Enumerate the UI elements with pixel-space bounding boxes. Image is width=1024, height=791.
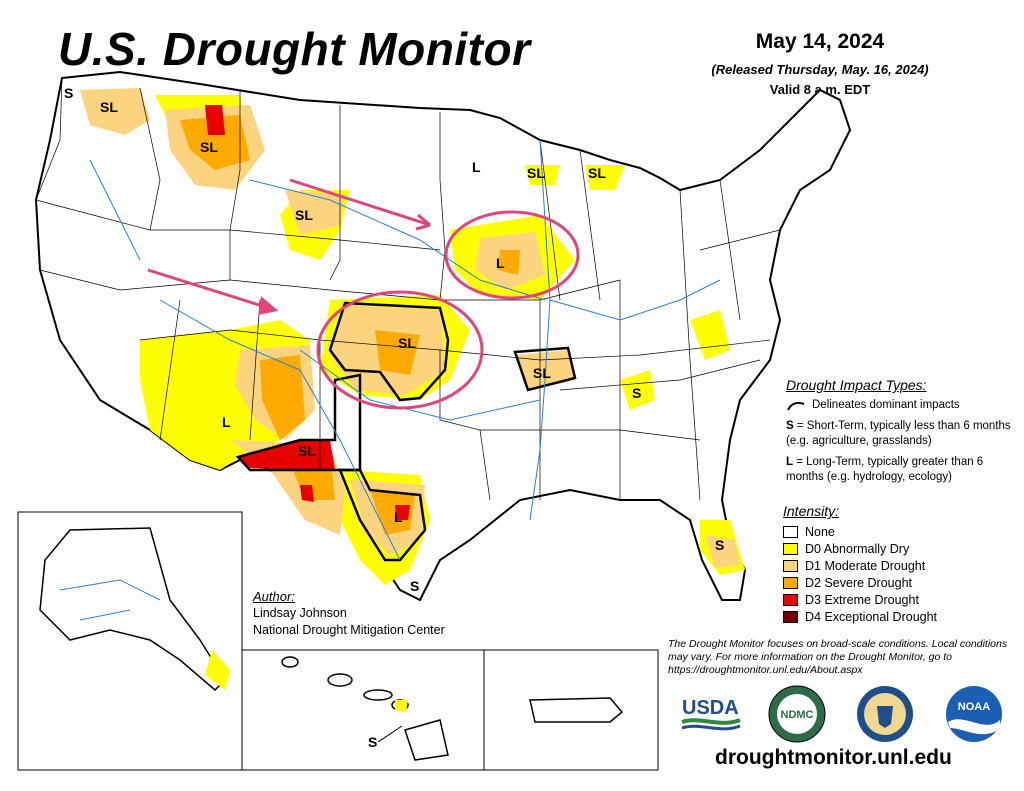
d3-areas <box>205 105 410 520</box>
map-label: L <box>496 255 505 271</box>
intensity-legend-item: D4 Exceptional Drought <box>783 608 1013 625</box>
intensity-swatch <box>783 576 798 589</box>
intensity-label: D4 Exceptional Drought <box>805 609 938 624</box>
map-title: U.S. Drought Monitor <box>58 23 531 75</box>
author-name: Lindsay Johnson <box>253 606 347 620</box>
map-label: S <box>715 537 724 553</box>
hawaii-d0 <box>395 700 408 712</box>
state-boundaries <box>35 77 781 501</box>
usda-logo-text: USDA <box>682 697 739 719</box>
ndmc-logo-text: NDMC <box>781 709 814 721</box>
intensity-legend-heading: Intensity: <box>783 503 840 519</box>
puerto-rico-outline <box>529 697 624 723</box>
map-label: L <box>394 509 403 525</box>
highlight-ellipse-north <box>444 210 580 300</box>
release-date: (Released Thursday, May. 16, 2024) <box>711 62 929 77</box>
short-term-text: = Short-Term, typically less than 6 mont… <box>786 420 1011 447</box>
disclaimer-note: The Drought Monitor focuses on broad-sca… <box>668 638 1008 676</box>
map-label: S <box>632 385 641 401</box>
map-labels: S SL SL SL L SL SL L SL SL L SL L S S S … <box>64 85 724 750</box>
impact-delineates-text: Delineates dominant impacts <box>812 399 960 411</box>
intensity-legend-item: None <box>783 523 1013 540</box>
website-url[interactable]: droughtmonitor.unl.edu <box>715 746 952 769</box>
map-label: SL <box>295 207 313 223</box>
author-org: National Drought Mitigation Center <box>253 623 445 637</box>
map-label: S <box>368 734 377 750</box>
alaska-rivers <box>59 579 161 621</box>
impact-legend-heading: Drought Impact Types: <box>786 377 927 393</box>
map-label: SL <box>533 365 551 381</box>
intensity-legend-item: D3 Extreme Drought <box>783 591 1013 608</box>
intensity-swatch <box>783 525 798 538</box>
intensity-rows: None D0 Abnormally Dry D1 Moderate Drought… <box>783 523 1013 625</box>
commerce-seal-logo[interactable] <box>855 684 915 744</box>
intensity-swatch <box>783 559 798 572</box>
map-label: SL <box>398 335 416 351</box>
map-label: SL <box>588 165 606 181</box>
intensity-label: None <box>805 524 835 539</box>
intensity-label: D1 Moderate Drought <box>805 558 926 573</box>
alaska-d0 <box>205 650 230 690</box>
intensity-swatch <box>783 542 798 555</box>
long-term-key: L <box>786 456 794 468</box>
alaska-outline <box>39 527 226 692</box>
map-label: L <box>472 159 481 175</box>
intensity-legend-item: D1 Moderate Drought <box>783 557 1013 574</box>
hawaii-islands <box>281 656 449 761</box>
map-label: SL <box>200 139 218 155</box>
map-label: SL <box>527 165 545 181</box>
highlight-ellipse-south <box>316 290 484 410</box>
short-term-key: S <box>786 420 794 432</box>
d2-areas <box>180 115 520 535</box>
ndmc-logo[interactable]: NDMC <box>767 684 827 744</box>
impact-legend: Drought Impact Types: Delineates dominan… <box>786 378 1016 491</box>
hawaii-label-leader <box>377 725 403 743</box>
noaa-logo[interactable]: NOAA <box>944 684 1004 744</box>
map-label: S <box>64 85 73 101</box>
rivers <box>89 139 721 561</box>
intensity-swatch <box>783 610 798 623</box>
map-label: SL <box>100 99 118 115</box>
intensity-legend: Intensity: None D0 Abnormally Dry D1 Moder… <box>783 503 1013 625</box>
intensity-label: D3 Extreme Drought <box>805 592 919 607</box>
long-term-text: = Long-Term, typically greater than 6 mo… <box>786 456 984 483</box>
author-heading: Author: <box>253 589 295 604</box>
annotation-arrow-south <box>147 268 276 312</box>
impact-boundaries <box>235 301 577 562</box>
map-date: May 14, 2024 <box>755 30 885 53</box>
map-label: S <box>410 578 419 594</box>
intensity-label: D0 Abnormally Dry <box>805 541 910 556</box>
annotation-arrow-north <box>289 178 431 227</box>
usda-logo[interactable]: USDA <box>680 690 742 734</box>
map-label: L <box>222 414 231 430</box>
author-block: Author: Lindsay Johnson National Drought… <box>253 588 445 639</box>
noaa-logo-text: NOAA <box>958 701 990 713</box>
intensity-legend-item: D0 Abnormally Dry <box>783 540 1013 557</box>
intensity-legend-item: D2 Severe Drought <box>783 574 1013 591</box>
impact-line-icon <box>787 401 805 410</box>
map-label: SL <box>298 443 316 459</box>
intensity-label: D2 Severe Drought <box>805 575 913 590</box>
intensity-swatch <box>783 593 798 606</box>
annotations <box>147 178 580 410</box>
